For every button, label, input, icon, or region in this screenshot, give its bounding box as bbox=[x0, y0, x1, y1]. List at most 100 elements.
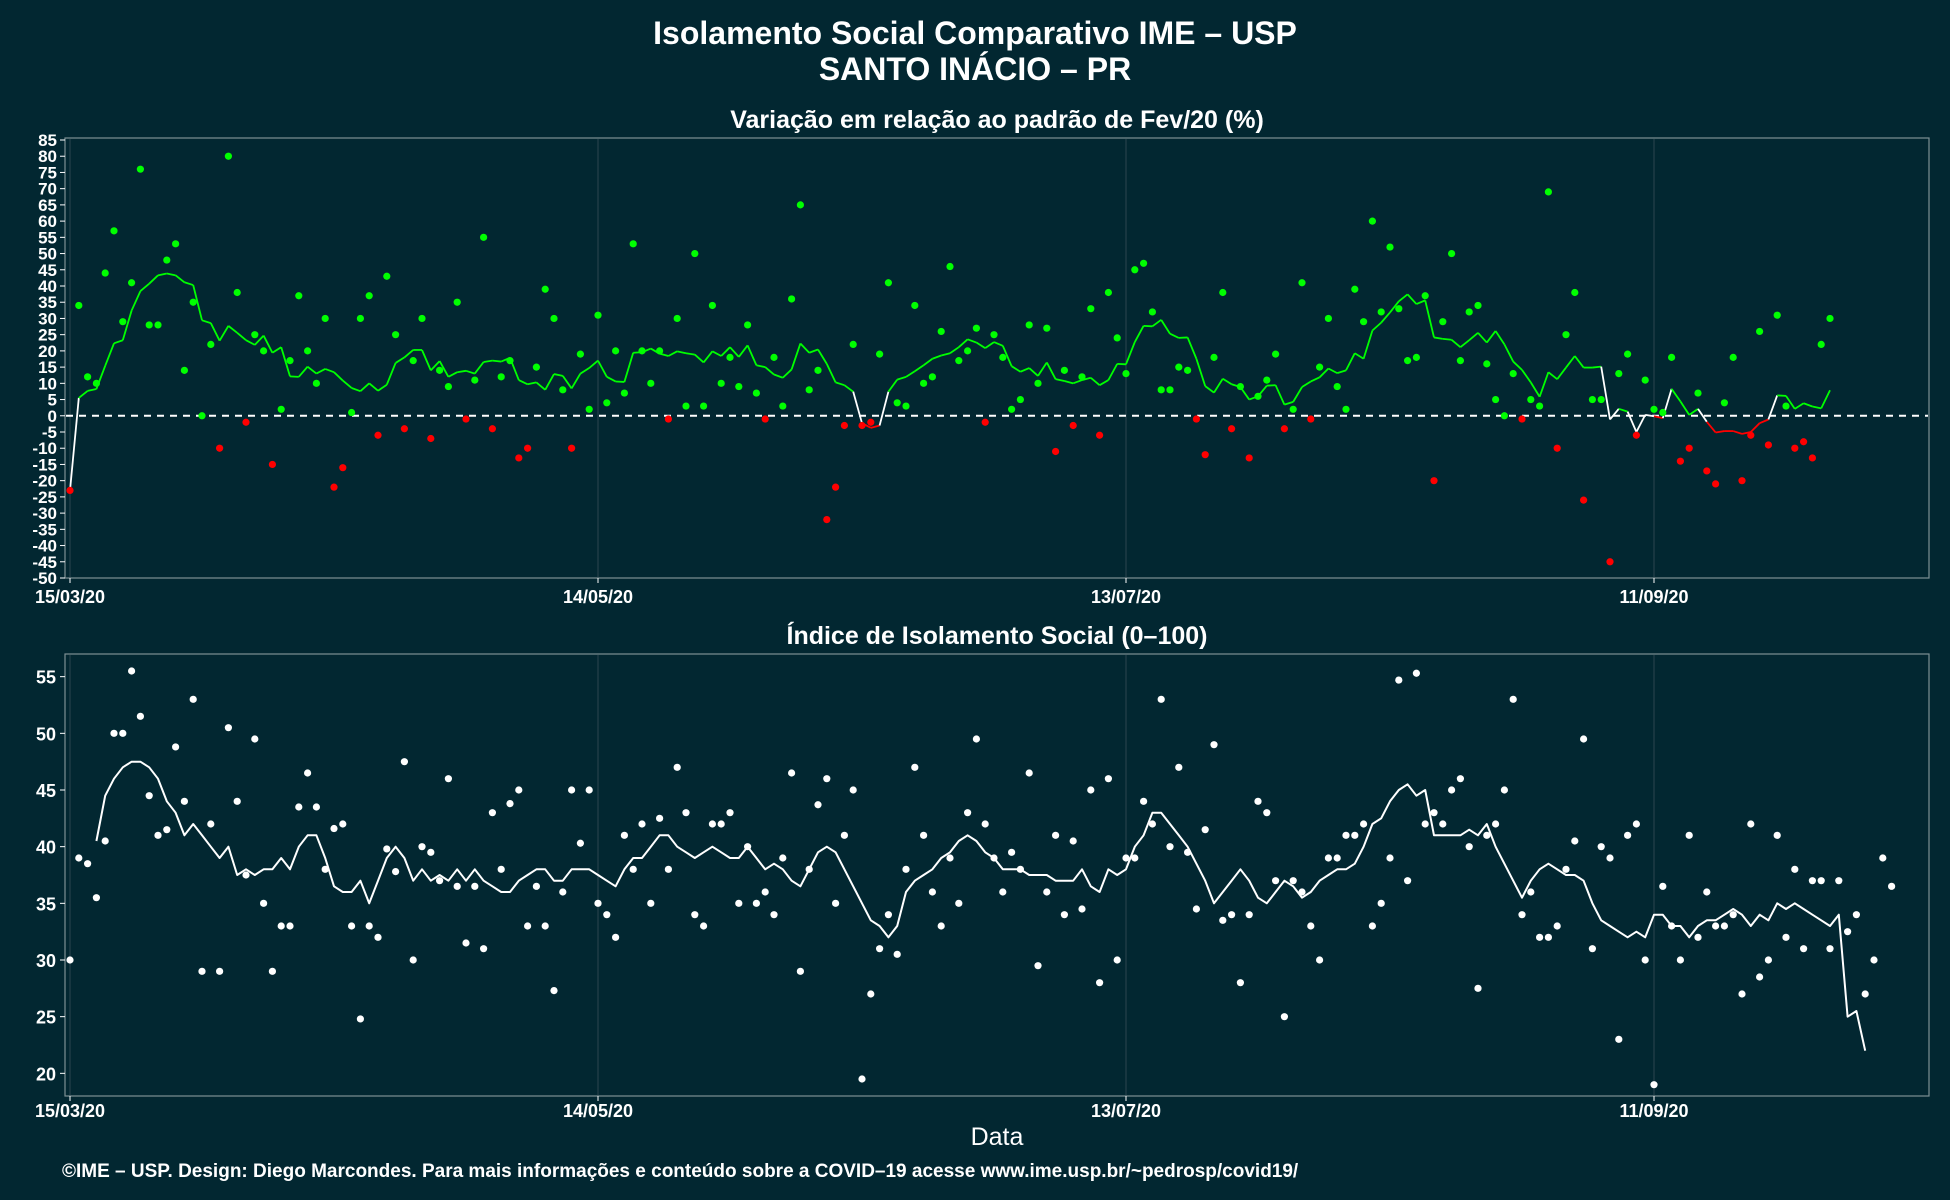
top-trend-segment bbox=[1160, 319, 1171, 335]
bottom-data-point bbox=[532, 882, 541, 890]
bottom-data-point bbox=[1729, 911, 1737, 919]
bottom-data-point bbox=[365, 922, 373, 930]
top-trend-segment bbox=[1715, 430, 1725, 434]
top-trend-segment bbox=[1099, 379, 1109, 386]
top-trend-segment bbox=[1274, 384, 1286, 406]
bottom-y-tick-label: 25 bbox=[36, 1008, 56, 1028]
bottom-data-point bbox=[260, 899, 268, 907]
top-data-point bbox=[726, 353, 734, 361]
bottom-data-point bbox=[1175, 763, 1183, 771]
top-data-point bbox=[1324, 314, 1332, 323]
top-x-tick-label: 15/03/20 bbox=[35, 587, 105, 607]
bottom-data-point bbox=[392, 868, 400, 876]
bottom-data-point bbox=[207, 820, 215, 828]
bottom-data-point bbox=[1192, 905, 1200, 913]
bottom-data-point bbox=[1245, 911, 1253, 919]
bottom-y-tick-label: 50 bbox=[36, 724, 56, 744]
top-data-point bbox=[559, 386, 567, 394]
bottom-y-tick-label: 30 bbox=[36, 951, 56, 971]
top-data-point bbox=[1439, 318, 1447, 326]
top-data-point bbox=[145, 321, 153, 329]
bottom-data-point bbox=[427, 848, 435, 856]
top-trend-segment bbox=[1301, 380, 1312, 388]
top-data-point bbox=[480, 233, 488, 241]
top-data-point bbox=[1791, 444, 1799, 452]
top-trend-segment bbox=[1107, 363, 1118, 381]
bottom-data-point bbox=[1395, 676, 1403, 684]
bottom-data-point bbox=[128, 667, 136, 675]
bottom-data-point bbox=[700, 922, 708, 930]
top-data-point bbox=[532, 363, 541, 371]
top-data-point bbox=[1421, 292, 1429, 300]
top-trend-segment bbox=[756, 364, 766, 368]
top-trend-segment bbox=[254, 334, 265, 346]
top-trend-segment bbox=[553, 373, 563, 377]
top-trend-segment bbox=[579, 367, 590, 375]
top-trend-segment bbox=[465, 369, 476, 375]
bottom-y-tick-label: 20 bbox=[36, 1064, 56, 1084]
bottom-data-point bbox=[383, 845, 391, 853]
top-trend-segment bbox=[887, 379, 898, 393]
bottom-data-point bbox=[1368, 922, 1376, 930]
bottom-data-point bbox=[673, 763, 681, 771]
top-trend-segment bbox=[1679, 400, 1690, 416]
top-trend-segment bbox=[483, 359, 493, 363]
top-data-point bbox=[1043, 324, 1051, 332]
top-y-tick-label: 15 bbox=[38, 358, 57, 377]
bottom-data-point bbox=[911, 763, 919, 771]
bottom-data-point bbox=[1280, 1013, 1288, 1021]
top-data-point bbox=[550, 314, 558, 323]
top-data-point bbox=[858, 421, 866, 430]
top-data-point bbox=[233, 288, 241, 297]
bottom-data-point bbox=[1500, 786, 1508, 794]
top-data-point bbox=[1668, 353, 1676, 361]
bottom-data-point bbox=[233, 797, 241, 805]
top-trend-segment bbox=[1697, 408, 1708, 423]
top-y-tick-label: 45 bbox=[38, 261, 57, 280]
bottom-data-point bbox=[612, 933, 620, 941]
bottom-data-point bbox=[1474, 984, 1482, 992]
top-data-point bbox=[1527, 395, 1535, 404]
main-title: Isolamento Social Comparativo IME – USP bbox=[653, 15, 1297, 51]
top-data-point bbox=[1544, 188, 1552, 196]
top-data-point bbox=[832, 483, 840, 491]
bottom-data-point bbox=[506, 800, 514, 808]
bottom-data-point bbox=[1096, 979, 1104, 987]
top-data-point bbox=[1562, 331, 1570, 339]
top-trend-segment bbox=[1284, 401, 1294, 406]
top-data-point bbox=[682, 402, 690, 410]
top-trend-segment bbox=[421, 349, 432, 371]
top-data-point bbox=[1800, 438, 1808, 446]
top-trend-segment bbox=[87, 388, 97, 392]
bottom-data-point bbox=[1448, 786, 1456, 794]
top-trend-segment bbox=[1803, 402, 1813, 408]
bottom-data-point bbox=[1430, 809, 1438, 817]
top-trend-segment bbox=[227, 325, 238, 334]
top-data-point bbox=[277, 405, 285, 413]
top-trend-segment bbox=[1037, 361, 1048, 377]
top-data-point bbox=[180, 366, 188, 374]
bottom-data-point bbox=[1122, 854, 1130, 862]
bottom-data-point bbox=[444, 775, 452, 783]
top-trend-segment bbox=[782, 368, 793, 379]
top-y-tick-label: 55 bbox=[38, 228, 57, 247]
bottom-data-point bbox=[823, 775, 831, 783]
top-trend-segment bbox=[1213, 378, 1224, 394]
bottom-data-point bbox=[928, 888, 937, 896]
bottom-data-point bbox=[339, 820, 347, 828]
bottom-data-point bbox=[1184, 848, 1192, 856]
top-data-point bbox=[1632, 431, 1640, 439]
top-data-point bbox=[312, 379, 320, 387]
top-data-point bbox=[515, 454, 523, 462]
top-data-point bbox=[1659, 408, 1667, 417]
top-data-point bbox=[937, 327, 945, 336]
top-trend-segment bbox=[835, 381, 845, 387]
bottom-chart-layer: 15/03/20 14/05/20 13/07/20 11/09/20 55 50 45 40… bbox=[35, 655, 1896, 1121]
bottom-data-point bbox=[1800, 945, 1808, 953]
top-trend-segment bbox=[1125, 341, 1136, 365]
top-data-point bbox=[1588, 395, 1596, 404]
top-data-point bbox=[656, 347, 664, 355]
bottom-data-point bbox=[515, 786, 523, 794]
top-trend-segment bbox=[148, 274, 159, 285]
top-trend-segment bbox=[878, 391, 890, 426]
